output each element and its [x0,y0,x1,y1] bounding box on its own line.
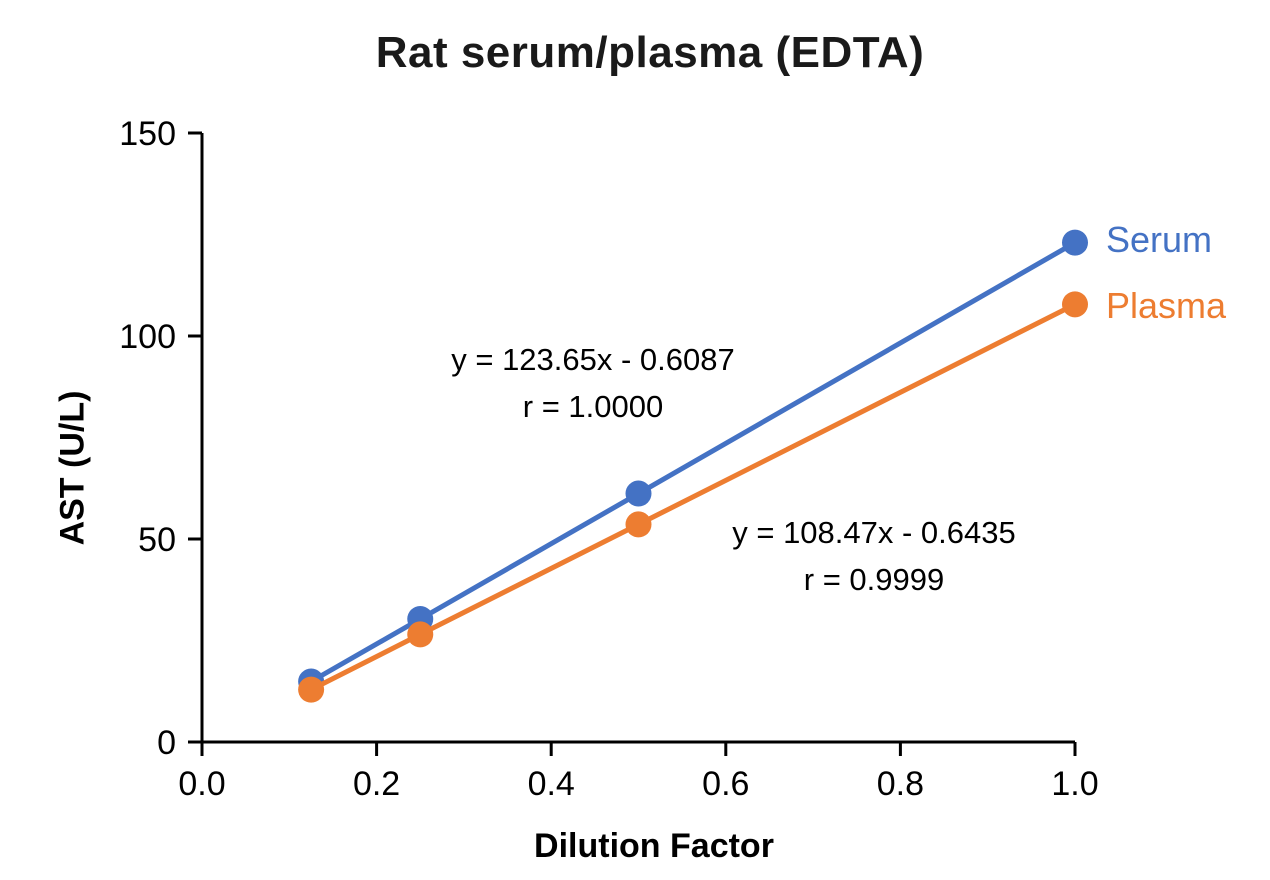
data-point-serum [1062,229,1088,256]
legend-label-serum: Serum [1106,219,1213,260]
y-axis-title: AST (U/L) [53,390,92,546]
data-point-plasma [1062,291,1088,318]
legend-label-plasma: Plasma [1106,285,1227,326]
data-point-plasma [625,511,652,538]
x-tick-label: 0.6 [702,765,749,803]
data-point-plasma [407,621,434,648]
x-axis-title: Dilution Factor [534,827,774,865]
plasma-annotation: y = 108.47x - 0.6435 r = 0.9999 [694,509,1054,603]
plasma-correlation-text: r = 0.9999 [803,562,945,597]
x-tick-label: 1.0 [1051,765,1098,803]
series-line-plasma [309,302,1077,692]
plasma-equation-text: y = 108.47x - 0.6435 [732,515,1016,550]
chart-title: Rat serum/plasma (EDTA) [375,28,925,77]
serum-correlation-text: r = 1.0000 [522,389,664,424]
data-point-serum [625,480,652,507]
y-tick-label: 150 [119,115,176,153]
x-tick-label: 0.4 [528,765,575,803]
y-tick-label: 100 [119,318,176,356]
data-point-plasma [298,676,325,703]
x-tick-label: 0.8 [877,765,924,803]
serum-annotation: y = 123.65x - 0.6087 r = 1.0000 [413,336,773,430]
y-tick-label: 0 [157,724,176,762]
y-tick-label: 50 [138,521,176,559]
x-tick-label: 0.0 [178,765,225,803]
x-tick-label: 0.2 [353,765,400,803]
series-line-serum [309,240,1077,684]
serum-equation-text: y = 123.65x - 0.6087 [451,342,735,377]
